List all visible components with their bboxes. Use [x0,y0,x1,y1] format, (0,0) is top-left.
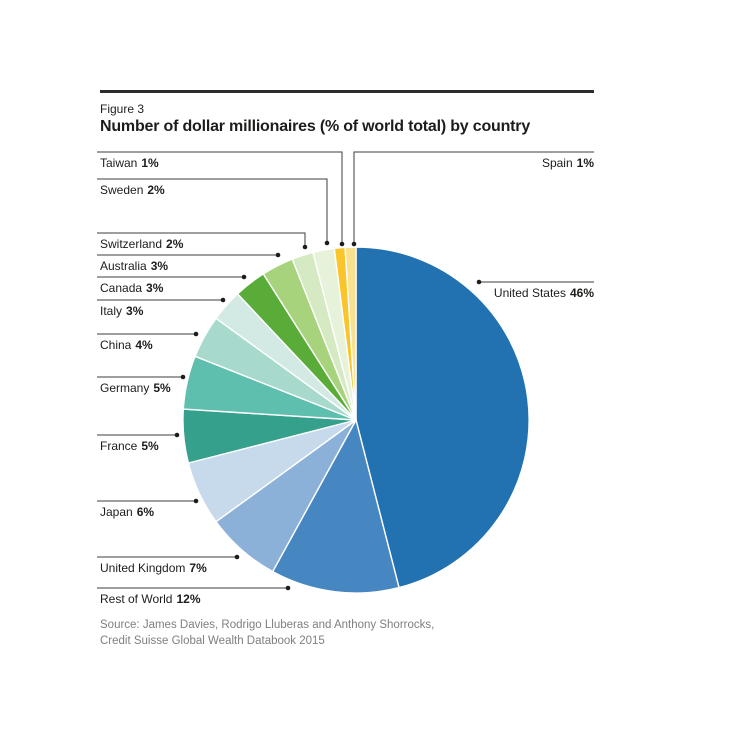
slice-label-switzerland: Switzerland 2% [100,237,183,251]
country-percentage: 5% [153,381,171,395]
country-name: Switzerland [100,237,163,251]
slice-label-australia: Australia 3% [100,259,168,273]
country-percentage: 7% [189,561,207,575]
country-percentage: 46% [569,286,594,300]
leader-dot-united-kingdom [234,554,240,560]
country-name: Germany [100,381,150,395]
page-title: Number of dollar millionaires (% of worl… [100,118,531,135]
title-rule [100,90,594,93]
slice-label-germany: Germany 5% [100,381,171,395]
country-percentage: 5% [141,439,159,453]
country-name: United States [493,286,566,300]
country-name: Taiwan [100,156,138,170]
leader-dot-japan [193,498,199,504]
country-name: Australia [100,259,147,273]
country-percentage: 3% [126,304,144,318]
slice-label-united-states: United States 46% [494,286,594,300]
country-percentage: 4% [135,338,153,352]
leader-dot-switzerland [302,244,308,250]
country-percentage: 1% [141,156,159,170]
slice-label-china: China 4% [100,338,153,352]
country-name: Canada [100,281,143,295]
leader-dot-taiwan [339,241,345,247]
leader-dot-united-states [476,279,482,285]
source-note: Source: James Davies, Rodrigo Lluberas a… [100,617,434,649]
slice-label-canada: Canada 3% [100,281,163,295]
leader-line-switzerland [97,232,306,247]
slice-label-taiwan: Taiwan 1% [100,156,159,170]
figure-number: Figure 3 [100,102,145,116]
leader-line-taiwan [97,151,343,244]
leader-dot-canada [241,274,247,280]
leader-line-spain [353,151,594,244]
slice-label-japan: Japan 6% [100,505,154,519]
country-name: China [100,338,132,352]
country-percentage: 3% [146,281,164,295]
leader-dot-china [193,331,199,337]
leader-dot-germany [180,374,186,380]
country-percentage: 1% [576,156,594,170]
leader-dot-australia [275,252,281,258]
country-percentage: 3% [150,259,169,273]
country-name: Japan [100,505,133,519]
source-line-1: Source: James Davies, Rodrigo Lluberas a… [100,619,435,631]
slice-label-italy: Italy 3% [100,304,143,318]
leader-line-sweden [97,178,328,243]
country-percentage: 2% [166,237,184,251]
slice-label-sweden: Sweden 2% [100,183,165,197]
slice-label-spain: Spain 1% [542,156,594,170]
pie-slice-rest-of-world [272,419,400,594]
leader-dot-france [174,432,180,438]
country-name: United Kingdom [100,561,186,575]
source-line-2: Credit Suisse Global Wealth Databook 201… [100,635,325,647]
country-name: France [100,439,138,453]
leader-dot-sweden [324,240,330,246]
leader-dot-italy [220,297,226,303]
country-name: Spain [541,156,573,170]
country-name: Sweden [100,183,144,197]
leader-dot-spain [351,241,357,247]
pie-slice-united-states [355,246,530,589]
leader-dot-rest-of-world [285,585,291,591]
pie-slice-spain [344,246,357,421]
country-name: Rest of World [100,592,173,606]
country-name: Italy [100,304,123,318]
country-percentage: 12% [176,592,201,606]
slice-label-rest-of-world: Rest of World 12% [100,592,201,606]
country-percentage: 6% [136,505,155,519]
country-percentage: 2% [147,183,165,197]
slice-label-united-kingdom: United Kingdom 7% [100,561,207,575]
slice-label-france: France 5% [100,439,159,453]
